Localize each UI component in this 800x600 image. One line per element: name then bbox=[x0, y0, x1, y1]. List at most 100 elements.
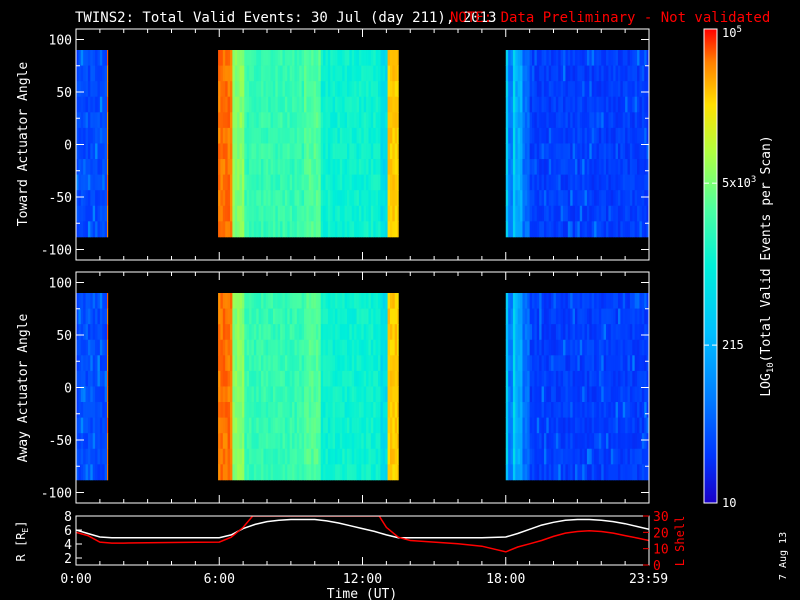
heatmap-cell bbox=[625, 386, 628, 403]
heatmap-cell bbox=[315, 143, 319, 160]
heatmap-cell bbox=[287, 308, 291, 325]
heatmap-cell bbox=[263, 402, 267, 418]
heatmap-cell bbox=[268, 50, 271, 66]
heatmap-cell bbox=[572, 174, 576, 191]
heatmap-cell bbox=[508, 308, 511, 325]
heatmap-cell bbox=[258, 159, 262, 176]
heatmap-cell bbox=[330, 464, 334, 481]
heatmap-cell bbox=[555, 339, 559, 356]
heatmap-cell bbox=[104, 174, 108, 191]
heatmap-cell bbox=[337, 370, 341, 387]
heatmap-cell bbox=[558, 433, 562, 450]
heatmap-cell bbox=[99, 386, 103, 403]
heatmap-cell bbox=[606, 81, 609, 98]
heatmap-cell bbox=[261, 112, 264, 129]
heatmap-cell bbox=[608, 190, 612, 207]
heatmap-cell bbox=[342, 293, 345, 309]
heatmap-cell bbox=[392, 50, 396, 66]
heatmap-cell bbox=[244, 81, 248, 98]
heatmap-cell bbox=[327, 81, 331, 98]
heatmap-cell bbox=[335, 221, 338, 238]
heatmap-cell bbox=[610, 370, 614, 387]
heatmap-cell bbox=[239, 324, 243, 341]
heatmap-cell bbox=[354, 293, 357, 309]
heatmap-cell bbox=[277, 221, 281, 238]
heatmap-cell bbox=[563, 402, 566, 418]
heatmap-cell bbox=[617, 190, 621, 207]
heatmap-cell bbox=[579, 65, 583, 82]
heatmap-cell bbox=[534, 370, 538, 387]
heatmap-cell bbox=[306, 112, 310, 129]
heatmap-cell bbox=[315, 386, 319, 403]
heatmap-cell bbox=[301, 127, 305, 144]
heatmap-cell bbox=[301, 448, 305, 465]
heatmap-cell bbox=[80, 370, 84, 387]
heatmap-cell bbox=[327, 402, 331, 418]
heatmap-cell bbox=[629, 174, 633, 191]
heatmap-cell bbox=[591, 339, 595, 356]
heatmap-cell bbox=[251, 96, 255, 113]
heatmap-cell bbox=[222, 417, 226, 434]
heatmap-cell bbox=[282, 81, 286, 98]
heatmap-cell bbox=[558, 221, 562, 238]
heatmap-cell bbox=[512, 464, 516, 481]
heatmap-cell bbox=[237, 50, 240, 66]
heatmap-cell bbox=[337, 308, 341, 325]
heatmap-cell bbox=[546, 386, 550, 403]
heatmap-cell bbox=[366, 433, 369, 450]
heatmap-cell bbox=[258, 386, 262, 403]
heatmap-cell bbox=[292, 127, 295, 144]
heatmap-cell bbox=[389, 221, 393, 238]
heatmap-cell bbox=[603, 127, 607, 144]
heatmap-cell bbox=[522, 464, 526, 481]
heatmap-cell bbox=[608, 339, 612, 356]
heatmap-cell bbox=[102, 221, 106, 238]
heatmap-cell bbox=[601, 50, 605, 66]
heatmap-cell bbox=[358, 355, 362, 372]
heatmap-cell bbox=[249, 464, 252, 481]
heatmap-cell bbox=[637, 464, 640, 481]
heatmap-cell bbox=[311, 159, 314, 176]
heatmap-cell bbox=[344, 50, 348, 66]
heatmap-cell bbox=[304, 433, 307, 450]
heatmap-cell bbox=[615, 339, 619, 356]
heatmap-cell bbox=[594, 355, 597, 372]
heatmap-cell bbox=[394, 324, 398, 341]
heatmap-cell bbox=[601, 464, 605, 481]
heatmap-cell bbox=[505, 339, 509, 356]
heatmap-cell bbox=[280, 308, 283, 325]
heatmap-cell bbox=[622, 205, 626, 222]
heatmap-cell bbox=[541, 402, 545, 418]
heatmap-cell bbox=[601, 370, 605, 387]
heatmap-cell bbox=[603, 308, 607, 325]
heatmap-cell bbox=[512, 50, 516, 66]
heatmap-cell bbox=[308, 370, 312, 387]
heatmap-cell bbox=[346, 159, 350, 176]
heatmap-cell bbox=[385, 65, 388, 82]
heatmap-cell bbox=[323, 190, 326, 207]
heatmap-cell bbox=[532, 464, 535, 481]
heatmap-cell bbox=[577, 50, 581, 66]
heatmap-cell bbox=[308, 355, 312, 372]
heatmap-cell bbox=[594, 174, 597, 191]
heatmap-cell bbox=[603, 324, 607, 341]
heatmap-cell bbox=[83, 159, 86, 176]
heatmap-cell bbox=[332, 221, 336, 238]
heatmap-cell bbox=[222, 448, 226, 465]
heatmap-cell bbox=[553, 355, 557, 372]
heatmap-cell bbox=[261, 464, 264, 481]
y-tick-label: -50 bbox=[49, 191, 72, 206]
heatmap-cell bbox=[639, 96, 643, 113]
heatmap-cell bbox=[591, 433, 595, 450]
heatmap-cell bbox=[318, 143, 322, 160]
heatmap-cell bbox=[517, 293, 521, 309]
heatmap-cell bbox=[344, 159, 348, 176]
heatmap-cell bbox=[289, 448, 293, 465]
heatmap-cell bbox=[275, 221, 279, 238]
heatmap-cell bbox=[301, 386, 305, 403]
heatmap-cell bbox=[608, 417, 612, 434]
heatmap-cell bbox=[280, 50, 283, 66]
heatmap-cell bbox=[277, 324, 281, 341]
heatmap-cell bbox=[275, 308, 279, 325]
heatmap-cell bbox=[76, 112, 79, 129]
